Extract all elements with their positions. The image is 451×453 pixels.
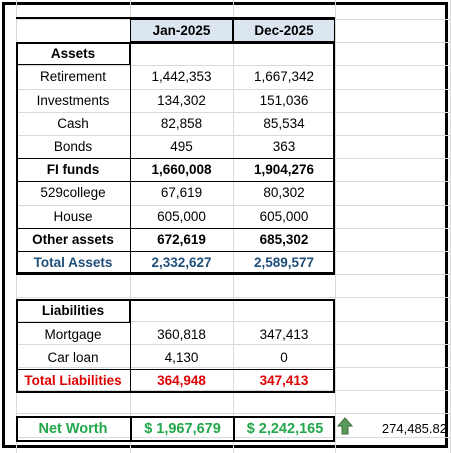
cell-value: 2,589,577: [253, 255, 315, 271]
cell-value: 80,302: [263, 185, 305, 201]
cell-value: 347,413: [259, 373, 309, 389]
row-label: 529college: [40, 185, 106, 201]
cell-value: 1,904,276: [253, 162, 315, 178]
cell-value: 67,619: [160, 185, 203, 201]
row-label: House: [53, 208, 93, 224]
cell-value: 685,302: [259, 231, 309, 247]
section-border: [16, 42, 335, 276]
cell-value: 1,660,008: [151, 162, 212, 178]
row-label: FI funds: [46, 162, 100, 178]
cell-value: 85,534: [263, 115, 305, 131]
header-border: [16, 17, 335, 20]
up-arrow-icon: [337, 417, 353, 435]
row-label: Car loan: [47, 349, 99, 365]
cell-value: 672,619: [157, 231, 206, 247]
cell-value: 605,000: [157, 208, 206, 224]
row-label: Total Liabilities: [24, 373, 122, 389]
row-label: Total Assets: [33, 255, 113, 271]
cell-value: 134,302: [157, 92, 206, 108]
section-border: [16, 299, 335, 394]
grid-line: [335, 0, 336, 453]
cell-value: 2,332,627: [151, 255, 212, 271]
cell-value: 363: [272, 139, 296, 155]
column-border: [130, 42, 131, 275]
grid-line: [233, 0, 234, 453]
cell-value: 605,000: [259, 208, 309, 224]
row-label: Investments: [36, 92, 110, 108]
row-label: Cash: [57, 115, 89, 131]
cell-value: 347,413: [259, 326, 309, 342]
cell-value: 4,130: [164, 349, 199, 365]
row-label: Retirement: [39, 69, 107, 85]
cell-value: 0: [280, 349, 288, 365]
cell-value: 495: [170, 139, 193, 155]
cell-value: 364,948: [157, 373, 206, 389]
column-header: Jan-2025: [130, 19, 233, 43]
cell-value: 151,036: [259, 92, 309, 108]
row-label: Bonds: [53, 139, 93, 155]
cell-value: 1,667,342: [253, 69, 315, 85]
net-worth-value: $ 2,242,165: [233, 416, 335, 442]
outer-border: [2, 2, 448, 448]
cell-value: 82,858: [160, 115, 203, 131]
cell-value: 1,442,353: [151, 69, 212, 85]
row-label: Mortgage: [44, 326, 102, 342]
net-worth-change: 274,485.82: [381, 421, 447, 437]
net-worth-value: $ 1,967,679: [130, 416, 233, 442]
net-worth-border: [16, 416, 335, 442]
cell-value: 360,818: [157, 326, 206, 342]
total-border: [16, 272, 335, 275]
row-border: [16, 158, 335, 183]
row-label: Other assets: [32, 231, 114, 247]
net-worth-label: Net Worth: [38, 420, 108, 437]
column-border: [130, 299, 131, 393]
column-header: Dec-2025: [233, 19, 335, 43]
